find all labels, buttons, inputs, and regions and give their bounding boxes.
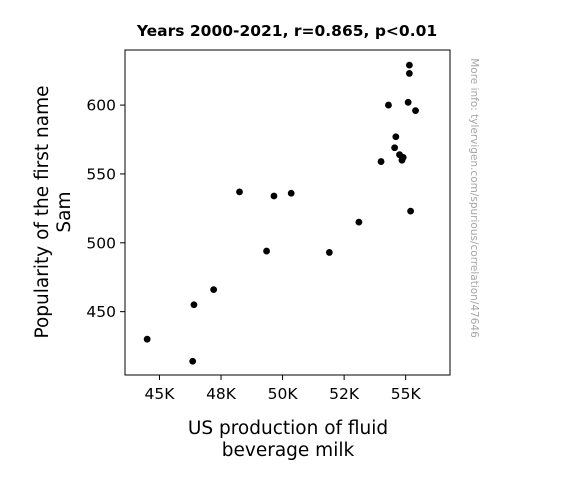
x-axis-label-line-1: US production of fluid xyxy=(188,418,388,439)
y-tick-label: 600 xyxy=(86,97,116,115)
data-point xyxy=(399,154,407,161)
chart-title: Years 2000-2021, r=0.865, p<0.01 xyxy=(136,22,437,40)
data-point xyxy=(210,286,218,294)
data-point xyxy=(412,107,419,114)
x-tick-label: 52K xyxy=(329,385,360,403)
data-point xyxy=(407,207,415,215)
data-point xyxy=(377,158,385,165)
data-point xyxy=(325,249,333,256)
data-points xyxy=(143,61,419,365)
x-tick-label: 55K xyxy=(391,385,422,403)
data-point xyxy=(190,301,198,309)
plot-frame xyxy=(124,49,451,376)
y-axis: 450 500 550 600 xyxy=(86,97,125,321)
data-point xyxy=(143,335,151,343)
data-point xyxy=(405,61,413,69)
data-point xyxy=(236,188,243,196)
data-point xyxy=(270,192,278,200)
y-tick-label: 500 xyxy=(86,234,116,252)
data-point xyxy=(355,218,363,226)
x-tick-label: 48K xyxy=(206,385,237,403)
y-tick-label: 450 xyxy=(86,303,116,321)
y-axis-label-line-2: Sam xyxy=(54,191,75,232)
data-point xyxy=(391,144,399,152)
x-axis-label-line-2: beverage milk xyxy=(222,440,355,461)
x-tick-label: 50K xyxy=(268,385,299,403)
x-axis: 45K 48K 50K 52K 55K xyxy=(145,375,422,403)
x-tick-label: 45K xyxy=(145,385,176,403)
data-point xyxy=(392,133,400,141)
data-point xyxy=(263,247,270,255)
y-tick-label: 550 xyxy=(86,165,116,183)
data-point xyxy=(405,70,413,77)
data-point xyxy=(385,101,392,109)
data-point xyxy=(287,189,295,197)
data-point xyxy=(404,98,412,106)
y-axis-label-line-1: Popularity of the first name xyxy=(32,85,53,338)
data-point xyxy=(189,357,197,365)
watermark-text: More info: tylervigen.com/spurious/corre… xyxy=(468,58,480,338)
